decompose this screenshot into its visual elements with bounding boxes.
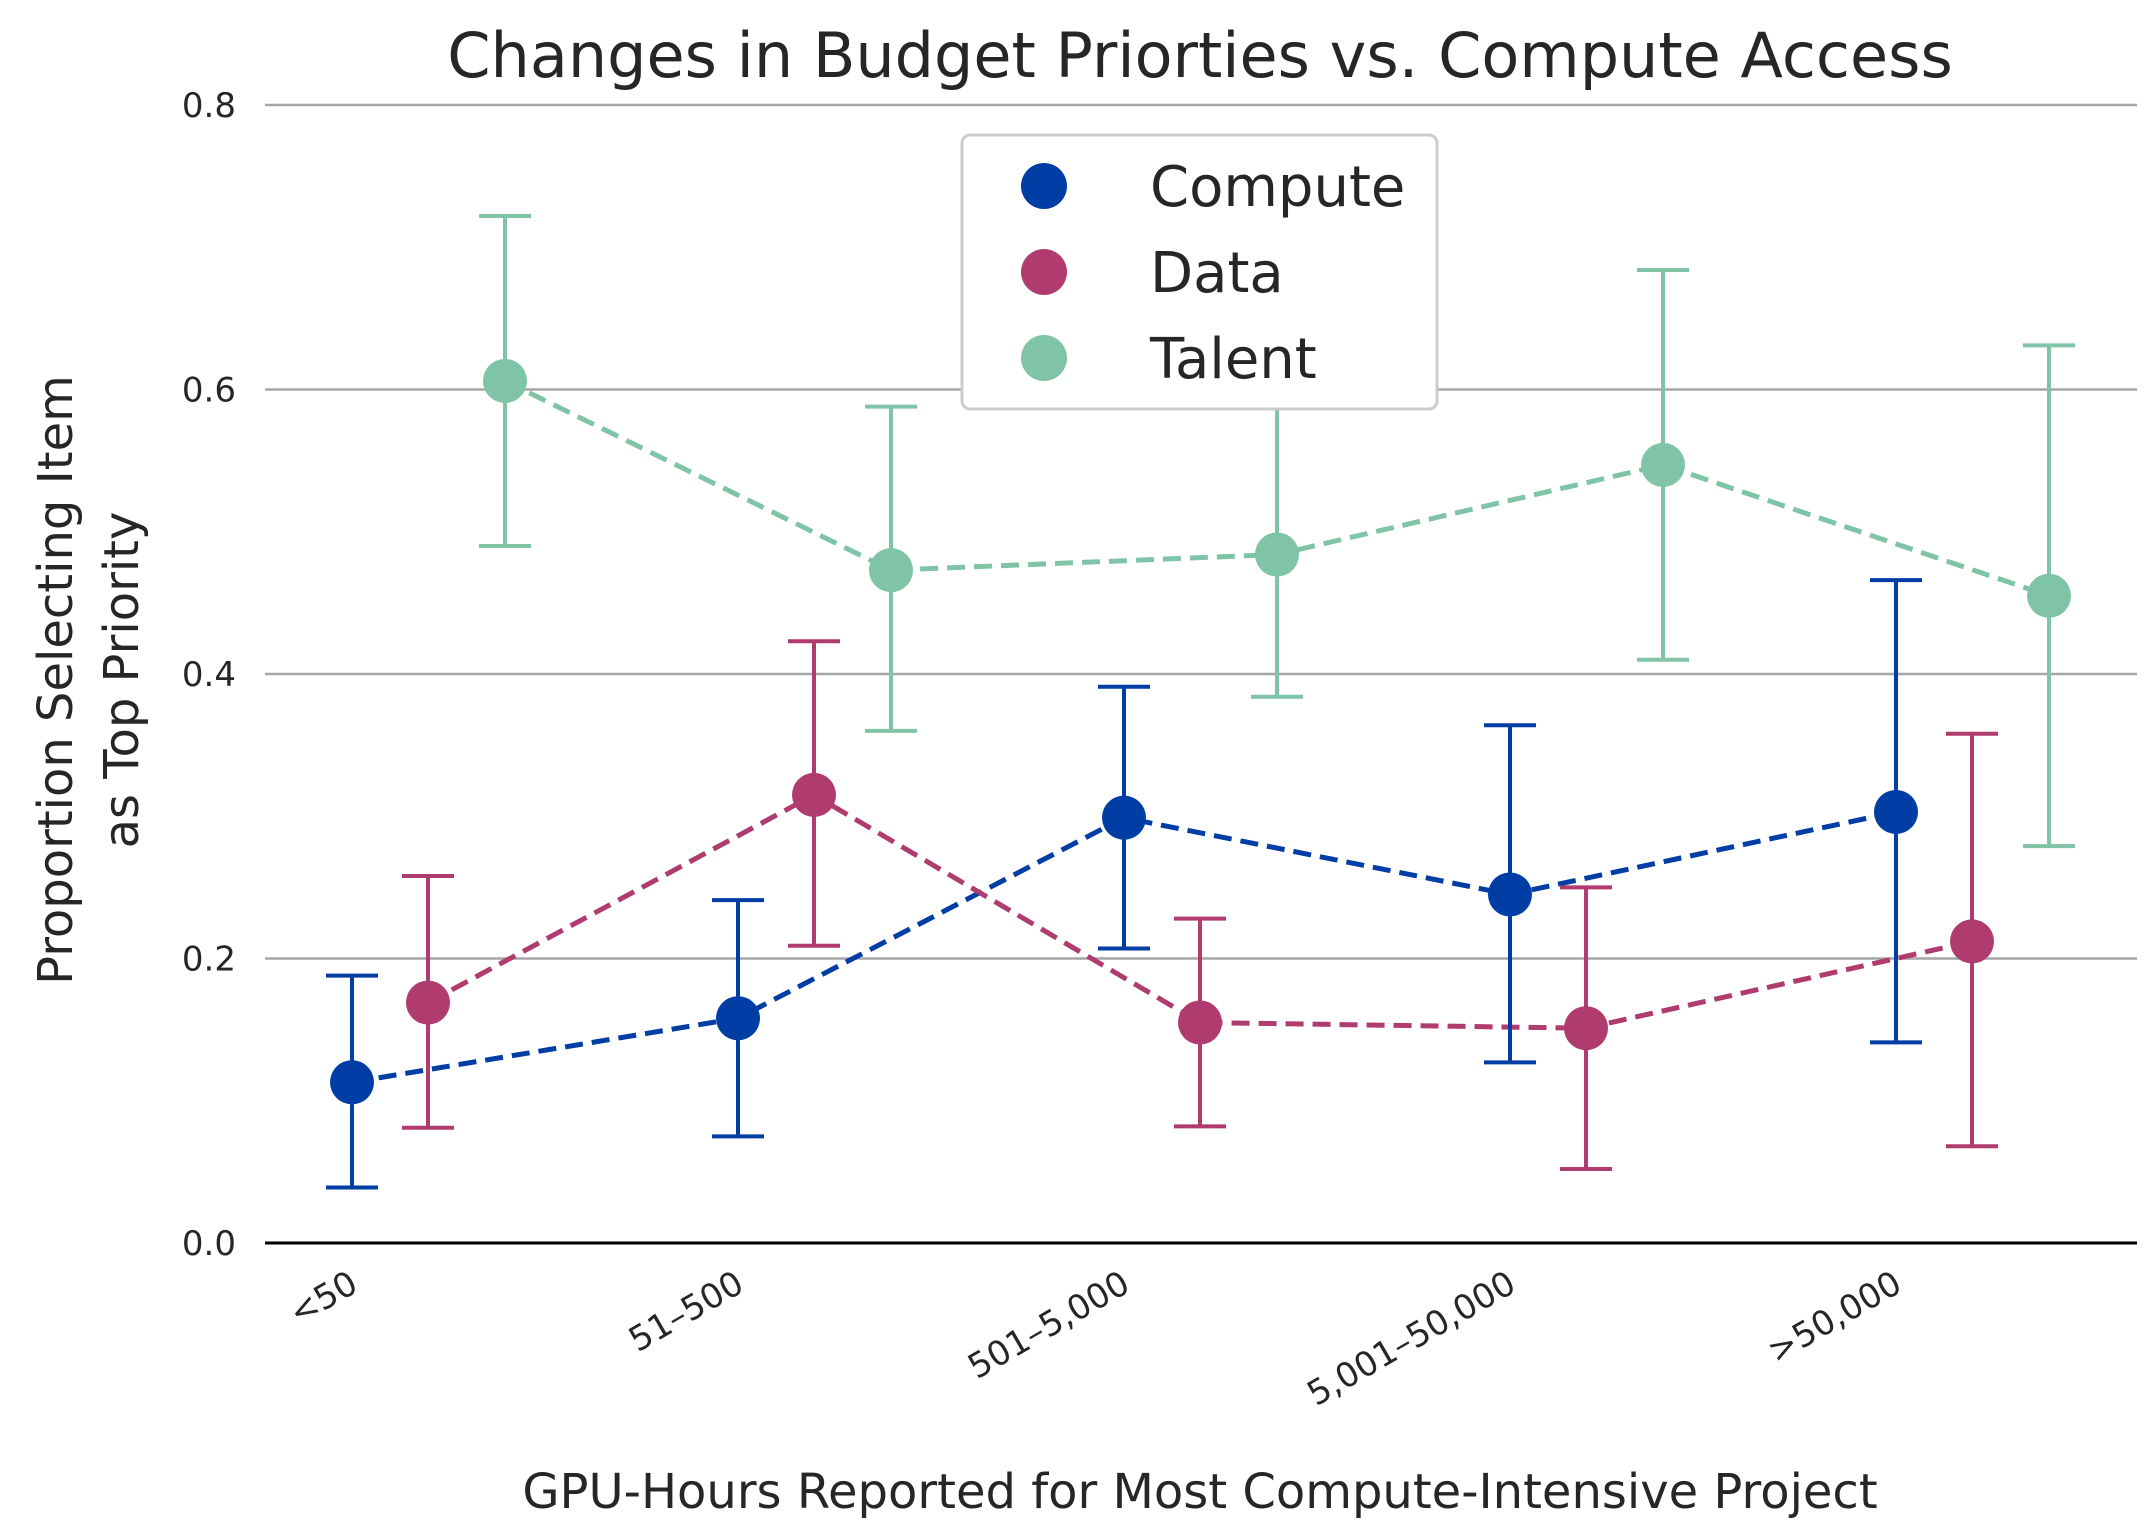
y-axis-label: Proportion Selecting Item as Top Priorit… <box>28 375 150 985</box>
data-point-talent <box>2027 573 2071 618</box>
data-point-talent <box>483 358 527 403</box>
legend-label-data: Data <box>1150 241 1284 306</box>
data-point-talent <box>1641 442 1685 487</box>
y-axis-label-line-1: Proportion Selecting Item <box>28 375 84 985</box>
data-point-compute <box>1102 795 1146 840</box>
data-point-talent <box>1255 532 1299 577</box>
y-tick-label: 0.4 <box>182 655 236 695</box>
legend: Compute Data Talent <box>960 133 1439 411</box>
legend-marker-talent <box>1021 335 1067 381</box>
data-point-compute <box>716 996 760 1041</box>
series-line-data <box>426 792 1973 1031</box>
data-point-compute <box>330 1060 374 1105</box>
y-axis-label-line-2: as Top Priority <box>94 512 150 849</box>
data-point-data <box>406 980 450 1025</box>
data-point-data <box>792 772 836 817</box>
data-point-data <box>1950 919 1994 964</box>
y-tick-label: 0.6 <box>182 371 236 411</box>
data-point-compute <box>1874 789 1918 834</box>
data-point-compute <box>1488 872 1532 917</box>
legend-marker-compute <box>1021 163 1067 209</box>
legend-box <box>960 133 1439 411</box>
data-point-data <box>1564 1006 1608 1051</box>
y-tick-label: 0.0 <box>182 1224 236 1264</box>
legend-label-talent: Talent <box>1149 327 1317 392</box>
series-points <box>330 358 2071 1105</box>
y-tick-labels: 0.0 0.2 0.4 0.6 0.8 <box>182 86 236 1264</box>
data-point-talent <box>869 548 913 593</box>
legend-marker-data <box>1021 249 1067 295</box>
y-tick-label: 0.2 <box>182 940 236 980</box>
y-tick-label: 0.8 <box>182 86 236 126</box>
chart-title: Changes in Budget Priorties vs. Compute … <box>447 19 1953 92</box>
x-axis-label: GPU-Hours Reported for Most Compute-Inte… <box>522 1464 1877 1520</box>
data-point-data <box>1178 1000 1222 1045</box>
legend-label-compute: Compute <box>1150 155 1405 220</box>
